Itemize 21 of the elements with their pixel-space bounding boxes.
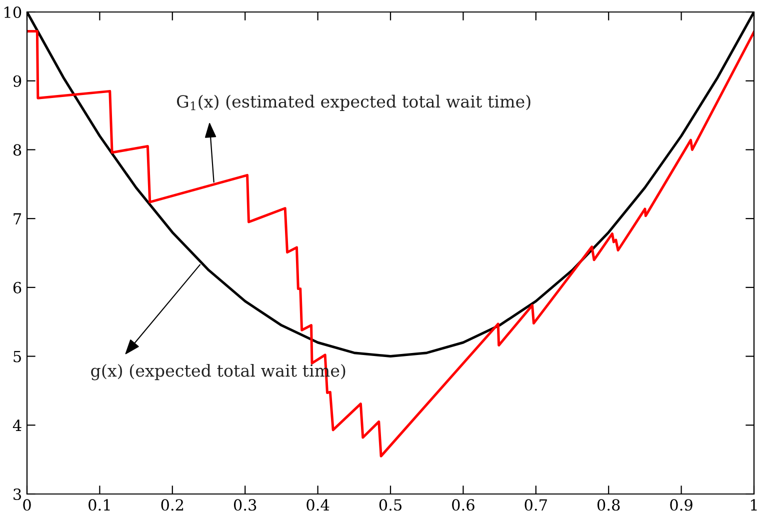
line-series xyxy=(27,30,754,458)
x-tick-label: 0.4 xyxy=(306,499,330,511)
y-tick-label: 8 xyxy=(13,144,22,156)
y-tick-label: 4 xyxy=(12,420,22,431)
x-tick-label: 0.6 xyxy=(452,499,474,511)
y-tick-label: 6 xyxy=(13,282,22,294)
x-tick-label: 0 xyxy=(23,499,31,511)
x-tick-label: 0.3 xyxy=(234,499,256,511)
y-tick-label: 10 xyxy=(4,6,22,18)
x-tick-label: 0.7 xyxy=(524,499,547,511)
x-tick-label: 0.5 xyxy=(379,499,402,511)
x-tick-label: 0.8 xyxy=(597,499,620,511)
y-tick-label: 5 xyxy=(14,350,21,362)
x-tick-label: 0.2 xyxy=(161,499,184,511)
y-tick-label: 9 xyxy=(13,75,22,87)
x-tick-label: 0.1 xyxy=(88,499,110,511)
y-tick-label: 3 xyxy=(14,488,22,500)
x-tick-label: 0.9 xyxy=(670,499,692,511)
annotation: G$_{1}$(x) (estimated expected total wait time) xyxy=(176,94,530,111)
y-tick-label: 7 xyxy=(14,213,22,224)
x-tick-label: 1 xyxy=(751,499,757,510)
